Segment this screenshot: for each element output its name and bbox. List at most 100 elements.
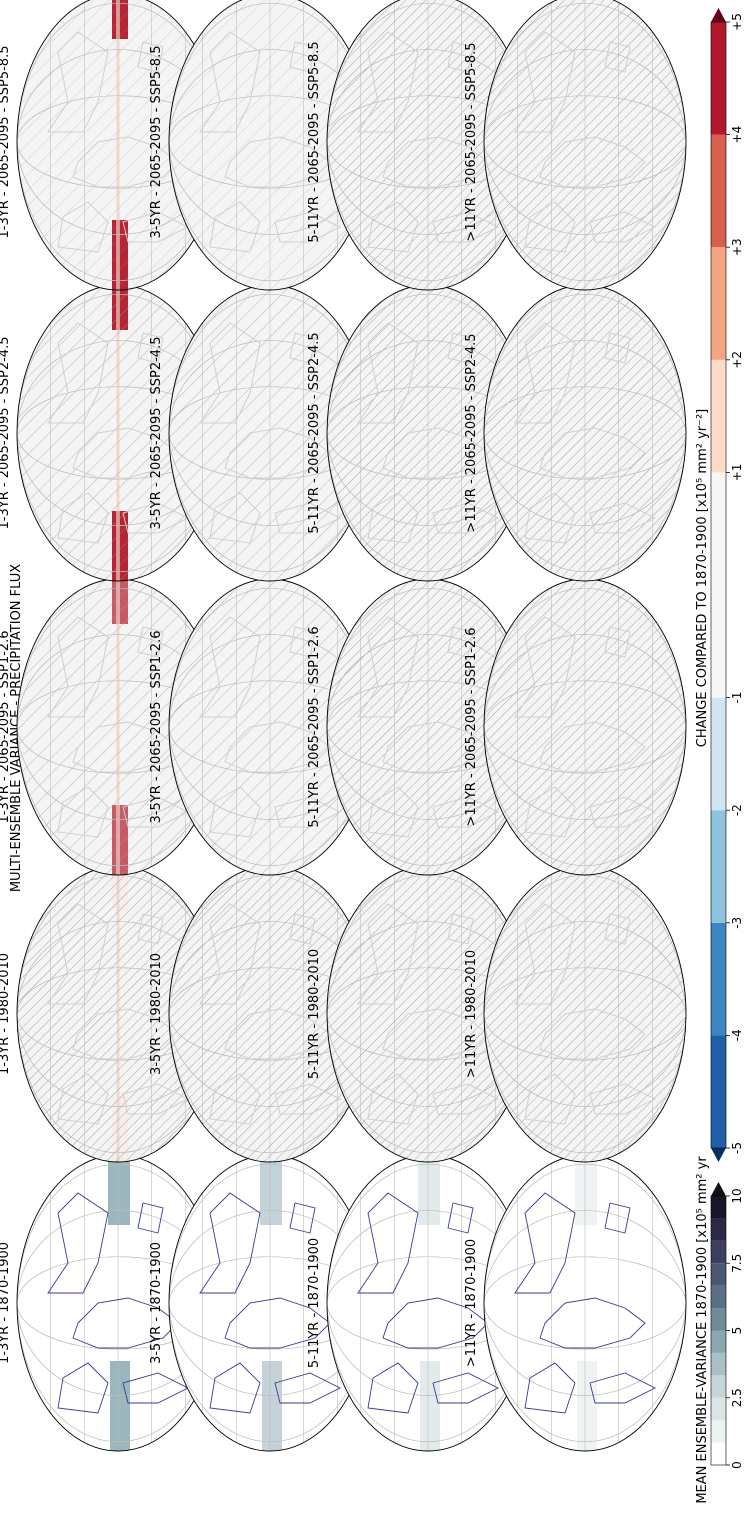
- coastline: [137, 332, 164, 364]
- colorbar-tick-label: +2: [730, 351, 744, 369]
- map-panel: 5-11YR - 1870-1900: [307, 1154, 530, 1452]
- coastline: [524, 1362, 576, 1414]
- panel-label: 1-3YR - 1870-1900: [0, 1242, 12, 1364]
- coastline: [57, 1362, 109, 1414]
- map-panel: 5-11YR - 2065-2095 - SSP5-8.5: [307, 0, 530, 291]
- coastline: [432, 1083, 500, 1115]
- coastline: [199, 1192, 261, 1294]
- coastline: [539, 136, 646, 188]
- coastline: [199, 903, 261, 1005]
- panel-label: 5-11YR - 2065-2095 - SSP2-4.5: [307, 332, 322, 533]
- coastline: [224, 136, 331, 188]
- coastline: [137, 913, 164, 945]
- panel-label: >11YR - 2065-2095 - SSP5-8.5: [464, 42, 479, 241]
- coastline: [47, 903, 109, 1005]
- colorbar-cell: [711, 247, 726, 360]
- map-panel: >11YR - 2065-2095 - SSP1-2.6: [464, 578, 687, 876]
- colorbar-cell: [711, 697, 726, 811]
- coastline: [289, 1202, 316, 1234]
- coastline: [47, 31, 109, 133]
- coastline: [432, 502, 500, 534]
- coastline: [447, 332, 474, 364]
- coastline: [447, 41, 474, 73]
- map-panel: >11YR - 1870-1900: [464, 1154, 687, 1452]
- coastline: [604, 1202, 631, 1234]
- colorbar-tick-label: 10: [730, 1188, 744, 1203]
- coastline: [47, 322, 109, 424]
- colorbar-cell: [711, 359, 726, 473]
- coastline: [514, 903, 576, 1005]
- colorbar-tick-label: -4: [730, 1029, 744, 1041]
- map-panel: 5-11YR - 2065-2095 - SSP2-4.5: [307, 284, 530, 582]
- coastline: [382, 136, 489, 188]
- map-panel: 3-5YR - 2065-2095 - SSP1-2.6: [149, 578, 372, 876]
- coastline: [274, 211, 342, 243]
- colorbar-cell: [711, 1420, 726, 1443]
- map-panel: 3-5YR - 2065-2095 - SSP5-8.5: [149, 0, 372, 291]
- coastline: [289, 626, 316, 658]
- colorbar-tick-label: -1: [730, 692, 744, 704]
- coastline: [47, 616, 109, 718]
- panel-label: >11YR - 1980-2010: [464, 950, 479, 1078]
- variance-band: [577, 1361, 597, 1451]
- coastline: [137, 626, 164, 658]
- panel-label: 1-3YR - 2065-2095 - SSP1-2.6: [0, 631, 12, 824]
- colorbar-tick-label: 7.5: [730, 1254, 744, 1273]
- panel-label: 5-11YR - 1980-2010: [307, 949, 322, 1079]
- colorbar-cell: [711, 472, 726, 585]
- colorbar-tick-label: -5: [730, 1142, 744, 1154]
- coastline: [367, 201, 419, 253]
- panel-label: 3-5YR - 1980-2010: [149, 953, 164, 1075]
- map-panel: 5-11YR - 1980-2010: [307, 865, 530, 1163]
- coastline: [432, 796, 500, 828]
- map-panel: 3-5YR - 1870-1900: [149, 1154, 372, 1452]
- coastline: [589, 1372, 657, 1404]
- map-panel: 3-5YR - 1980-2010: [149, 865, 372, 1163]
- coastline: [539, 427, 646, 479]
- coastline: [432, 211, 500, 243]
- colorbar-change-cells: [710, 8, 727, 1162]
- coastline: [357, 31, 419, 133]
- colorbar-cell: [711, 22, 726, 135]
- coastline: [367, 786, 419, 838]
- variance-band: [260, 1155, 282, 1225]
- coastline: [224, 427, 331, 479]
- coastline: [209, 786, 261, 838]
- colorbar-tick-label: +4: [730, 126, 744, 144]
- coastline: [432, 1372, 500, 1404]
- panel-label: >11YR - 1870-1900: [464, 1239, 479, 1367]
- coastline: [514, 31, 576, 133]
- coastline: [199, 616, 261, 718]
- coastline: [447, 1202, 474, 1234]
- map-panel: 1-3YR - 2065-2095 - SSP2-4.5: [0, 284, 220, 582]
- map-panel: 1-3YR - 1980-2010: [0, 865, 220, 1163]
- colorbar-cell: [711, 1352, 726, 1376]
- coastline: [289, 913, 316, 945]
- coastline: [57, 492, 109, 544]
- coastline: [589, 796, 657, 828]
- coastline: [514, 322, 576, 424]
- colorbar-change-ticks: -5 -4 -3 -2 -1 +1 +2 +3 +4 +5: [726, 13, 744, 1154]
- coastline: [122, 502, 190, 534]
- coastline: [382, 721, 489, 773]
- colorbar-tick-label: -2: [730, 804, 744, 816]
- panel-label: 5-11YR - 2065-2095 - SSP5-8.5: [307, 41, 322, 242]
- panel-label: >11YR - 2065-2095 - SSP1-2.6: [464, 627, 479, 826]
- colorbar-mean-label: MEAN ENSEMBLE-VARIANCE 1870-1900 [x10⁵ m…: [695, 1156, 710, 1504]
- colorbar-cell: [711, 1442, 726, 1465]
- map-outline: [483, 0, 687, 291]
- coastline: [589, 1083, 657, 1115]
- map-panel: 3-5YR - 2065-2095 - SSP2-4.5: [149, 284, 372, 582]
- colorbar-cell: [711, 1397, 726, 1421]
- colorbar-cell: [711, 1308, 726, 1331]
- coastline: [224, 721, 331, 773]
- panel-label: 3-5YR - 2065-2095 - SSP1-2.6: [149, 631, 164, 824]
- coastline: [199, 31, 261, 133]
- coastline: [274, 1372, 342, 1404]
- map-panel: 5-11YR - 2065-2095 - SSP1-2.6: [307, 578, 530, 876]
- variance-band: [110, 1361, 130, 1451]
- coastline: [524, 492, 576, 544]
- coastline: [357, 322, 419, 424]
- coastline: [382, 1297, 489, 1349]
